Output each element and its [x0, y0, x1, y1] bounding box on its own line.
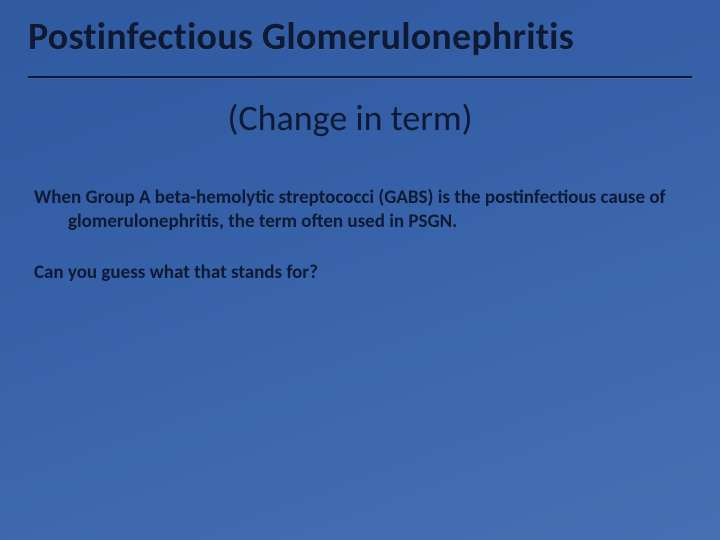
body-paragraph-1: When Group A beta-hemolytic streptococci… — [34, 186, 686, 235]
slide: Postinfectious Glomerulonephritis (Chang… — [0, 0, 720, 540]
body-paragraph-1-text: When Group A beta-hemolytic streptococci… — [34, 186, 686, 235]
body-paragraph-2: Can you guess what that stands for? — [34, 261, 686, 285]
slide-body: When Group A beta-hemolytic streptococci… — [28, 186, 692, 285]
title-divider — [28, 76, 692, 78]
slide-title: Postinfectious Glomerulonephritis — [28, 18, 692, 76]
slide-subtitle: (Change in term) — [18, 96, 682, 186]
